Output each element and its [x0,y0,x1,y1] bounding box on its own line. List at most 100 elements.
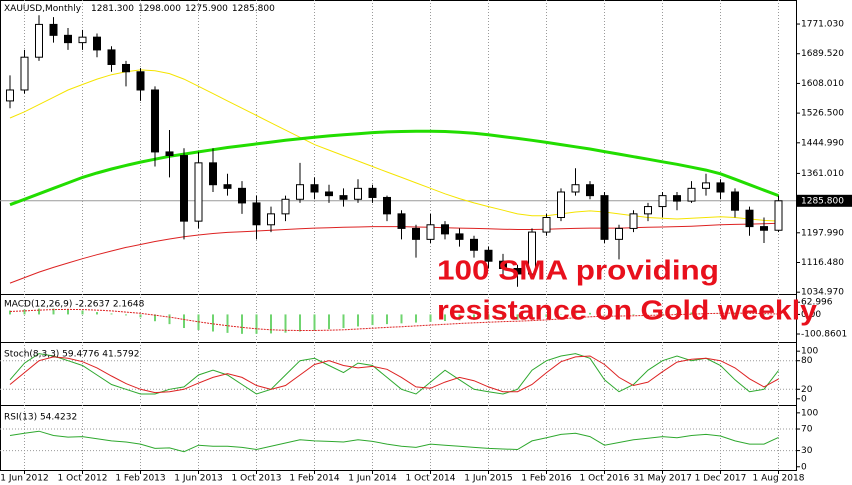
candle-body [470,238,478,251]
indicator-line [9,355,779,394]
y-tick-label: 100 [801,408,818,418]
moving-average [9,69,779,222]
candle-body [644,206,652,215]
candle-body [528,231,536,275]
header-value: 1275.900 [185,4,228,14]
candle-body [600,195,609,240]
header-value: 1285.800 [232,4,275,14]
last-price-label: 1285.800 [801,196,844,206]
header-value: 1298.000 [138,4,181,14]
chart-title: XAUUSD,Monthly [4,4,82,14]
candle-body [93,36,101,51]
candle-body [35,23,43,58]
pane-title: Stoch(8,3,3) 59.4776 41.5792 [4,350,139,360]
candle-body [426,224,435,240]
y-tick-label: 1608.010 [801,79,844,89]
candle-body [745,209,754,228]
candle-body [383,196,391,215]
x-tick-label: 1 Jun 2013 [174,474,222,484]
candle-body [310,184,319,193]
signal-line [9,308,779,331]
y-tick-label: 1771.030 [801,20,844,30]
plot-border [0,0,797,471]
candle-body [702,182,710,189]
chart-header: XAUUSD,Monthly 1281.300 1298.000 1275.900 12… [4,4,275,14]
candle-body [412,227,420,240]
y-tick-label: 70 [801,425,813,435]
last-price-box [796,194,852,207]
candle-body [513,267,522,275]
candle-body [6,89,14,102]
pane-title: RSI(13) 54.4232 [4,413,77,423]
indicator-line [9,353,779,395]
candle-body [441,224,449,235]
y-tick-label: 30 [801,446,813,456]
candle-body [78,36,87,44]
candle-body [223,184,232,189]
candle-body [455,233,464,240]
candle-body [673,195,681,202]
x-tick-label: 1 Oct 2014 [406,474,456,484]
candle-body [658,195,667,208]
candle-body [629,213,638,229]
x-tick-label: 1 Feb 2013 [115,474,165,484]
x-tick-label: 1 Aug 2018 [753,474,805,484]
candle-body [571,184,580,193]
candle-body [731,191,739,211]
candle-body [267,213,275,226]
frame [0,0,797,471]
y-tick-label: 1526.500 [801,109,844,119]
candle-body [209,162,217,186]
candle-body [774,200,783,231]
candle-body [151,89,159,153]
candle-body [296,184,304,200]
header-value: 1281.300 [91,4,134,14]
candle-body [687,187,696,202]
candle-body [339,195,348,200]
annotation: 100 SMA providing [437,254,719,285]
candle-body [542,216,551,233]
candle-body [499,260,507,269]
pane-title: MACD(12,26,9) -2.2637 2.1648 [4,300,145,310]
candle-body [368,187,377,198]
candle-body [760,226,768,231]
y-tick-label: 1116.480 [801,258,844,268]
x-tick-label: 1 Oct 2013 [232,474,282,484]
candle-body [397,213,406,229]
candle-body [252,202,261,226]
candle-body [586,184,594,197]
candle-body [354,187,362,200]
y-tick-label: 0 [801,394,807,404]
x-tick-label: 1 Jun 2014 [348,474,397,484]
y-tick-label: 1361.010 [801,169,844,179]
y-tick-label: -100.8601 [801,330,847,340]
x-tick-label: 1 Oct 2012 [58,474,108,484]
candle-body [194,162,203,222]
candle-body [238,187,246,204]
x-tick-label: 1 Feb 2016 [521,474,572,484]
candle-body [281,198,290,215]
candle-body [325,191,333,197]
candle-body [107,49,116,65]
y-tick-label: 20 [801,385,813,395]
y-tick-label: 0 [801,462,807,472]
y-tick-label: 1444.990 [801,138,844,148]
x-tick-label: 31 May 2017 [633,474,692,484]
y-tick-label: 62.996 [801,298,833,308]
candle-body [557,191,565,218]
candle-body [64,34,72,44]
candle-body [165,151,174,157]
moving-average [9,129,780,207]
candle-body [136,71,145,91]
x-tick-label: 1 Jun 2012 [0,474,48,484]
x-tick-label: 1 Jun 2015 [464,474,512,484]
candle-body [122,63,130,73]
indicator-line [9,430,779,453]
y-tick-label: 1197.990 [801,228,844,238]
candle-body [615,227,623,240]
candle-body [484,249,493,262]
y-tick-label: 1689.520 [801,49,844,59]
annotation: resistance on Gold weekly [437,294,817,325]
